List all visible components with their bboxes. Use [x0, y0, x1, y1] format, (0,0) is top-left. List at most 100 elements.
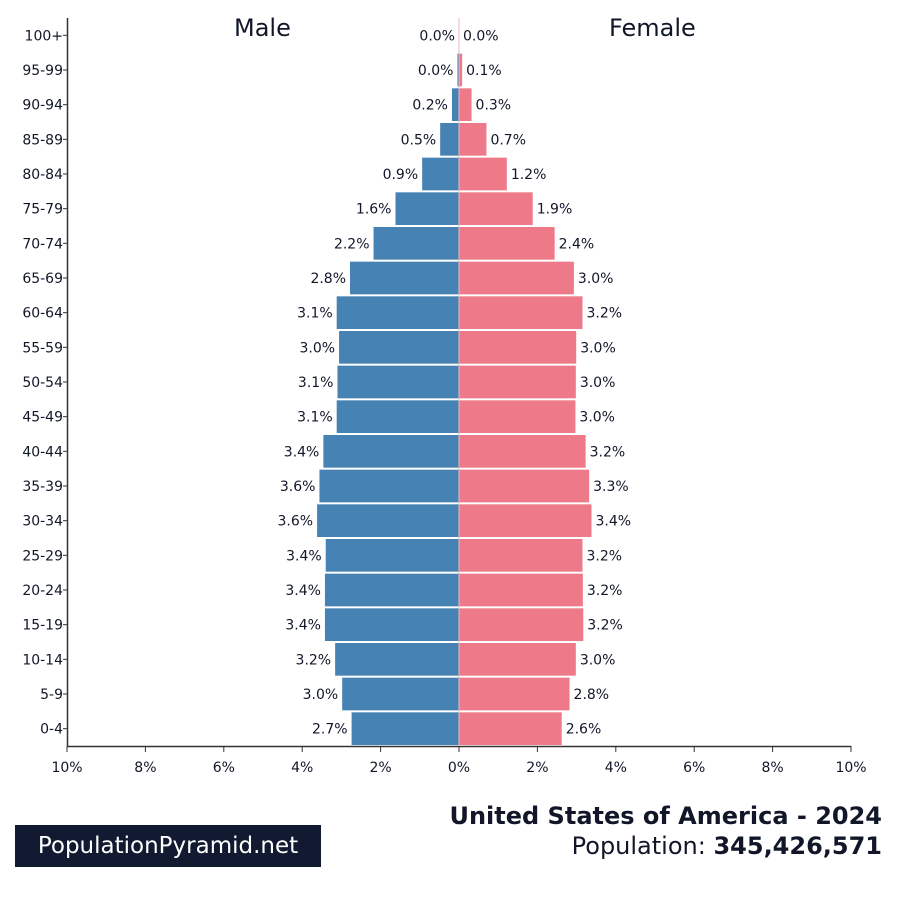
male-bar [336, 400, 459, 433]
male-bar [319, 469, 459, 503]
age-group-label: 100+ [25, 28, 63, 44]
male-data-label: 0.2% [412, 98, 448, 114]
male-bar [317, 504, 459, 537]
age-group-label: 35-39 [22, 479, 63, 495]
male-data-label: 0.5% [401, 132, 437, 148]
male-data-label: 2.7% [312, 722, 348, 738]
male-data-label: 3.4% [285, 583, 321, 599]
population-line: Population: 345,426,571 [572, 832, 882, 860]
female-bar [459, 539, 583, 572]
female-data-label: 3.2% [587, 583, 623, 599]
x-tick-label: 2% [369, 760, 391, 776]
male-title: Male [234, 14, 291, 42]
female-bar [459, 608, 584, 641]
male-bar [457, 53, 459, 87]
female-bar [459, 712, 562, 745]
male-data-label: 0.9% [383, 167, 419, 183]
male-bar [323, 435, 459, 468]
male-data-label: 0.0% [419, 28, 455, 44]
age-group-label: 25-29 [22, 548, 63, 564]
female-data-label: 3.2% [590, 444, 626, 460]
female-data-label: 3.0% [580, 375, 616, 391]
x-tick-label: 0% [448, 760, 470, 776]
male-bar [422, 157, 459, 191]
female-title: Female [609, 14, 696, 42]
age-group-label: 10-14 [22, 652, 63, 668]
female-bar [459, 296, 583, 329]
x-tick-label: 8% [761, 760, 783, 776]
female-data-label: 2.6% [566, 722, 602, 738]
female-bar [459, 643, 576, 676]
country-year-title: United States of America - 2024 [449, 802, 882, 830]
male-bar [373, 227, 459, 260]
female-data-label: 3.3% [593, 479, 629, 495]
age-group-label: 5-9 [40, 687, 63, 703]
female-bar [459, 504, 592, 537]
female-data-label: 2.4% [559, 236, 595, 252]
x-tick-label: 6% [213, 760, 235, 776]
female-bar [459, 435, 586, 468]
female-bar [459, 227, 555, 260]
male-bar [351, 712, 459, 745]
female-data-label: 3.0% [580, 652, 616, 668]
female-data-label: 0.0% [463, 28, 499, 44]
age-group-label: 60-64 [22, 306, 63, 322]
female-data-label: 2.8% [574, 687, 610, 703]
female-bar [459, 261, 574, 295]
age-group-label: 15-19 [22, 618, 63, 634]
female-data-label: 1.2% [511, 167, 547, 183]
male-bar [342, 677, 459, 711]
age-group-label: 45-49 [22, 410, 63, 426]
x-tick-label: 2% [526, 760, 548, 776]
female-bar [459, 157, 507, 191]
x-tick-label: 10% [51, 760, 82, 776]
male-data-label: 3.4% [286, 548, 322, 564]
male-data-label: 0.0% [418, 63, 454, 79]
population-pyramid-chart: 2.7% 2.6% 0-4 3.0% 2.8% 5-9 3.2% 3.0% 10-14 3.4% 3… [22, 18, 867, 776]
female-data-label: 3.4% [595, 514, 631, 530]
female-bar [459, 88, 472, 121]
x-tick-label: 8% [134, 760, 156, 776]
female-bar [459, 400, 576, 433]
female-bar [459, 192, 533, 225]
male-bar [339, 331, 459, 364]
male-bar [324, 608, 459, 641]
age-group-label: 80-84 [22, 167, 63, 183]
age-group-label: 90-94 [22, 98, 63, 114]
age-group-label: 50-54 [22, 375, 63, 391]
male-data-label: 3.0% [299, 340, 335, 356]
female-bar [459, 469, 590, 503]
age-group-label: 65-69 [22, 271, 63, 287]
female-data-label: 3.0% [580, 340, 616, 356]
male-bar [324, 573, 459, 607]
female-data-label: 3.2% [586, 306, 622, 322]
age-group-label: 40-44 [22, 444, 63, 460]
female-data-label: 0.7% [490, 132, 526, 148]
male-data-label: 2.8% [310, 271, 346, 287]
male-data-label: 1.6% [356, 202, 392, 218]
male-data-label: 3.4% [285, 618, 321, 634]
age-group-label: 20-24 [22, 583, 63, 599]
female-data-label: 3.0% [579, 410, 615, 426]
x-tick-label: 6% [683, 760, 705, 776]
male-data-label: 3.4% [284, 444, 320, 460]
male-data-label: 2.2% [334, 236, 370, 252]
male-bar [395, 192, 459, 225]
male-bar [337, 365, 459, 399]
male-data-label: 3.1% [298, 375, 334, 391]
male-bar [350, 261, 459, 295]
female-bar [459, 365, 576, 399]
female-data-label: 3.0% [578, 271, 614, 287]
male-bar [325, 539, 459, 572]
female-data-label: 3.2% [586, 548, 622, 564]
female-data-label: 0.1% [466, 63, 502, 79]
x-tick-label: 10% [835, 760, 866, 776]
male-data-label: 3.6% [280, 479, 316, 495]
x-tick-label: 4% [291, 760, 313, 776]
male-data-label: 3.2% [296, 652, 332, 668]
male-bar [336, 296, 459, 329]
female-data-label: 1.9% [537, 202, 573, 218]
brand-logo[interactable]: PopulationPyramid.net [15, 825, 321, 867]
age-group-label: 70-74 [22, 236, 63, 252]
male-bar [335, 643, 459, 676]
